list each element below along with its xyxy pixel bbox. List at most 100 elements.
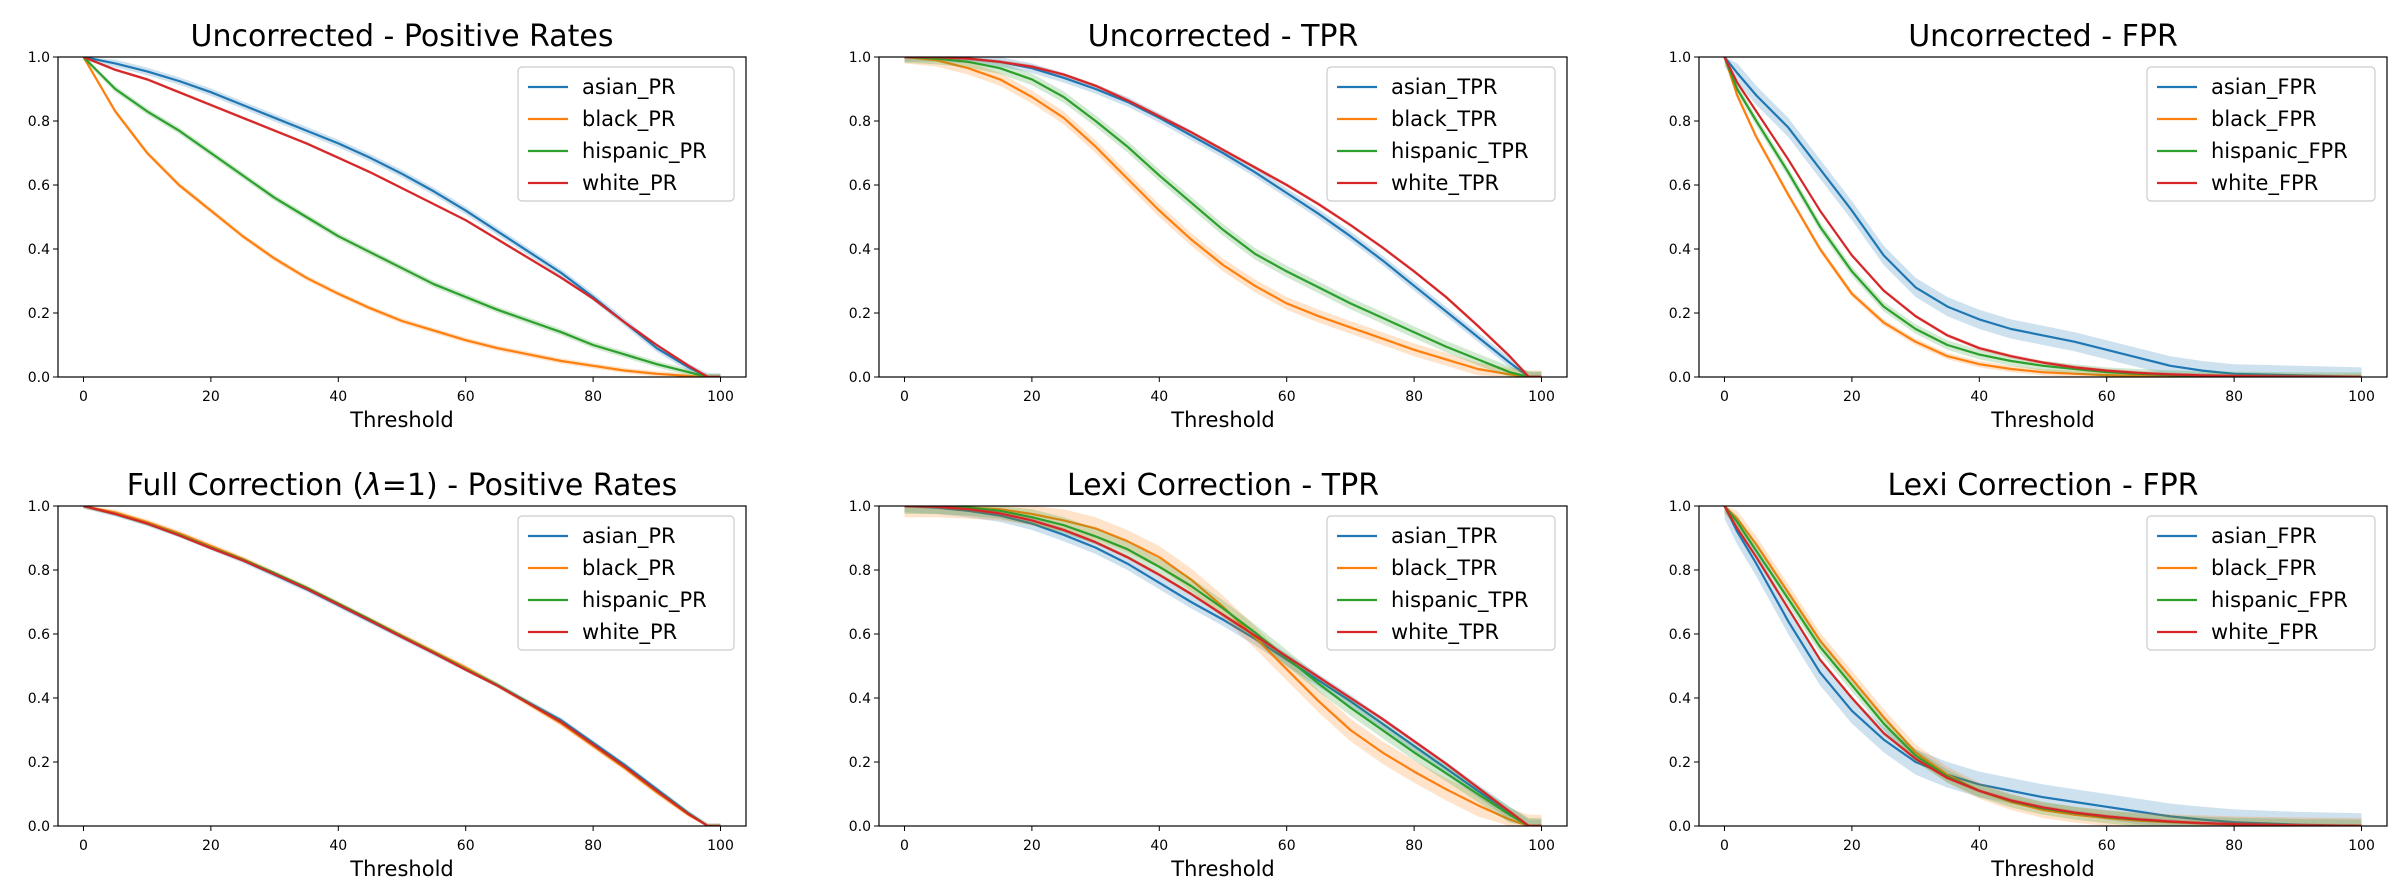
legend-label: white_TPR <box>1391 620 1499 645</box>
legend-box <box>1326 515 1556 651</box>
legend-label: asian_FPR <box>2211 524 2317 549</box>
x-tick-label: 40 <box>329 838 347 854</box>
x-tick-label: 40 <box>329 389 347 405</box>
line-black_TPR <box>904 57 1542 377</box>
chart-title: Uncorrected - Positive Rates <box>190 19 613 54</box>
y-tick-label: 1.0 <box>1669 499 1691 515</box>
y-tick-label: 1.0 <box>849 499 871 515</box>
legend-label: asian_TPR <box>1391 524 1497 549</box>
x-tick-label: 20 <box>1023 838 1041 854</box>
x-tick-label: 0 <box>1720 838 1729 854</box>
y-tick-label: 0.8 <box>28 114 50 130</box>
line-white_FPR <box>1723 57 2362 377</box>
legend-box <box>517 515 735 651</box>
y-tick-label: 0.8 <box>1669 114 1691 130</box>
x-tick-label: 40 <box>1970 838 1988 854</box>
y-tick-label: 0.6 <box>1669 178 1691 194</box>
y-tick-label: 0.2 <box>849 306 871 322</box>
x-tick-label: 0 <box>1720 389 1729 405</box>
x-tick-label: 20 <box>202 389 220 405</box>
y-tick-label: 0.6 <box>28 178 50 194</box>
x-axis-label: Threshold <box>349 408 454 432</box>
axes-frame <box>878 505 1568 827</box>
y-tick-label: 0.2 <box>1669 755 1691 771</box>
line-asian_PR <box>83 57 721 377</box>
legend-label: white_PR <box>582 620 677 645</box>
x-tick-label: 20 <box>202 838 220 854</box>
y-tick-label: 0.0 <box>1669 819 1691 835</box>
legend: asian_FPR black_FPR hispanic_FPR white_FPR <box>2146 66 2376 202</box>
chart-title: Lexi Correction - TPR <box>1067 468 1379 503</box>
line-hispanic_PR <box>82 57 721 377</box>
x-tick-label: 60 <box>2098 389 2116 405</box>
legend-label: white_PR <box>582 171 677 196</box>
x-axis-label: Threshold <box>1170 857 1275 881</box>
legend-label: white_TPR <box>1391 171 1499 196</box>
line-asian_FPR <box>1723 57 2362 377</box>
band-black_TPR <box>904 506 1542 826</box>
plot-area <box>1723 57 2362 377</box>
plot-area <box>83 506 721 826</box>
legend-label: hispanic_FPR <box>2211 139 2348 164</box>
line-white_TPR <box>904 506 1542 826</box>
x-tick-label: 60 <box>457 838 475 854</box>
y-tick-label: 0.6 <box>1669 627 1691 643</box>
x-tick-label: 40 <box>1150 838 1168 854</box>
y-tick-label: 0.0 <box>28 370 50 386</box>
y-tick-label: 0.8 <box>849 563 871 579</box>
band-asian_FPR <box>1724 506 2362 826</box>
x-tick-label: 80 <box>584 838 602 854</box>
x-tick-label: 0 <box>79 389 88 405</box>
line-white_TPR <box>904 57 1542 377</box>
x-tick-label: 40 <box>1150 389 1168 405</box>
y-tick-label: 1.0 <box>1669 50 1691 66</box>
y-tick-label: 0.8 <box>849 114 871 130</box>
line-asian_TPR <box>904 506 1542 826</box>
x-tick-label: 100 <box>707 838 734 854</box>
chart-title: Uncorrected - FPR <box>1908 19 2178 54</box>
legend-label: asian_PR <box>582 75 676 100</box>
y-tick-label: 0.2 <box>28 306 50 322</box>
x-tick-label: 20 <box>1843 838 1861 854</box>
legend-label: black_PR <box>582 107 676 132</box>
y-tick-label: 0.6 <box>849 178 871 194</box>
legend-label: hispanic_FPR <box>2211 588 2348 613</box>
x-tick-label: 100 <box>1528 838 1555 854</box>
x-tick-label: 40 <box>1970 389 1988 405</box>
x-tick-label: 60 <box>1278 838 1296 854</box>
y-tick-label: 0.0 <box>28 819 50 835</box>
x-tick-label: 60 <box>2098 838 2116 854</box>
x-tick-label: 100 <box>707 389 734 405</box>
plot-area <box>904 506 1542 826</box>
subplot-4: Full Correction (λ=1) - Positive Rates 0 2… <box>28 468 747 881</box>
x-tick-label: 80 <box>584 389 602 405</box>
axes-frame <box>57 505 747 827</box>
legend-label: hispanic_PR <box>582 588 707 613</box>
x-tick-label: 60 <box>1278 389 1296 405</box>
plot-area <box>1723 506 2362 826</box>
line-white_PR <box>83 506 721 826</box>
legend-label: black_TPR <box>1391 556 1497 581</box>
legend-label: black_FPR <box>2211 107 2317 132</box>
x-tick-label: 100 <box>1528 389 1555 405</box>
y-tick-label: 0.6 <box>28 627 50 643</box>
subplot-1: Uncorrected - Positive Rates 0 20 40 60 80 100… <box>28 19 747 432</box>
chart-title: Lexi Correction - FPR <box>1887 468 2198 503</box>
y-tick-label: 0.4 <box>28 691 50 707</box>
x-tick-label: 100 <box>2348 838 2375 854</box>
title-part: λ <box>362 468 382 503</box>
band-black_PR <box>83 506 721 826</box>
legend-label: asian_FPR <box>2211 75 2317 100</box>
x-tick-label: 0 <box>79 838 88 854</box>
x-tick-label: 80 <box>1405 838 1423 854</box>
legend-label: hispanic_PR <box>582 139 707 164</box>
legend-label: black_TPR <box>1391 107 1497 132</box>
title-part: =1) - Positive Rates <box>382 468 677 503</box>
legend-label: asian_PR <box>582 524 676 549</box>
y-tick-label: 0.4 <box>849 242 871 258</box>
y-tick-label: 1.0 <box>849 50 871 66</box>
legend-label: hispanic_TPR <box>1391 139 1529 164</box>
x-tick-label: 20 <box>1023 389 1041 405</box>
legend: asian_PR black_PR hispanic_PR white_PR <box>517 515 735 651</box>
